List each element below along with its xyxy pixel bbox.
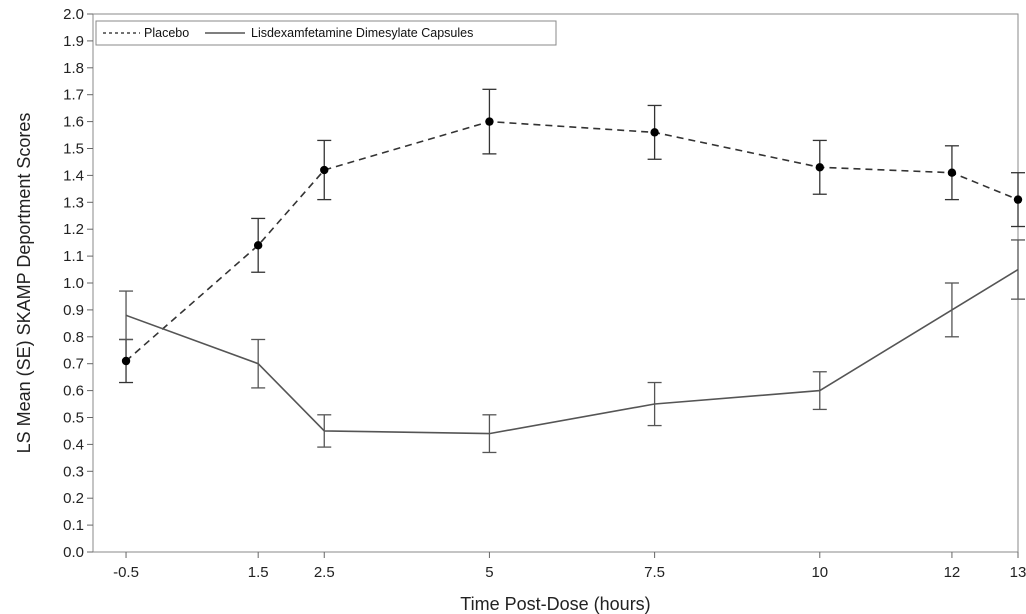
series-placebo (119, 88, 1025, 384)
y-tick-label: 0.1 (63, 517, 84, 534)
y-tick-label: 1.0 (63, 275, 84, 292)
series-lisdexamfetamine (119, 239, 1025, 454)
data-point-placebo (650, 128, 659, 137)
x-tick-label: 10 (811, 564, 828, 581)
y-tick-label: 1.2 (63, 221, 84, 238)
y-tick-label: 1.1 (63, 248, 84, 265)
legend: Placebo Lisdexamfetamine Dimesylate Caps… (95, 20, 557, 46)
y-tick-label: 0.3 (63, 463, 84, 480)
y-tick-label: 1.3 (63, 194, 84, 211)
legend-label-placebo: Placebo (144, 26, 189, 40)
y-axis: 0.0 0.1 0.2 0.3 0.4 0.5 0.6 0.7 0.8 0.9 1.0 1.1 1.2 1… (63, 6, 93, 561)
y-tick-label: 0.4 (63, 436, 84, 453)
series-line-placebo (125, 120, 1019, 362)
data-point-placebo (121, 356, 131, 366)
y-tick-label: 0.2 (63, 490, 84, 507)
data-point-placebo (947, 168, 957, 177)
y-tick-label: 1.7 (63, 87, 84, 104)
y-tick-label: 1.8 (63, 60, 84, 77)
y-tick-label: 0.8 (63, 329, 84, 346)
y-tick-label: 0.5 (63, 410, 84, 427)
x-tick-label: 13 (1010, 564, 1026, 581)
y-tick-label: 2.0 (63, 6, 84, 23)
data-point-placebo (1013, 195, 1023, 204)
y-tick-label: 1.9 (63, 33, 84, 50)
legend-box (95, 20, 557, 46)
x-axis: -0.5 1.5 2.5 5 7.5 10 12 13 (113, 552, 1026, 581)
y-tick-label: 1.5 (63, 141, 84, 158)
y-tick-label: 0.7 (63, 356, 84, 373)
x-tick-label: 1.5 (248, 564, 269, 581)
y-tick-label: 0.6 (63, 383, 84, 400)
y-tick-label: 1.6 (63, 114, 84, 131)
data-point-placebo (320, 165, 329, 175)
data-point-placebo (815, 163, 824, 172)
x-axis-title: Time Post-Dose (hours) (460, 594, 650, 614)
series-layer (119, 88, 1025, 454)
y-axis-title: LS Mean (SE) SKAMP Deportment Scores (14, 113, 34, 454)
x-tick-label: 7.5 (644, 564, 665, 581)
data-point-placebo (485, 117, 494, 126)
y-tick-label: 1.4 (63, 167, 84, 184)
x-tick-label: 5 (485, 564, 493, 581)
data-point-placebo (253, 241, 263, 250)
y-tick-label: 0.0 (63, 544, 84, 561)
series-line-lisdexamfetamine (125, 268, 1019, 435)
x-tick-label: 2.5 (314, 564, 335, 581)
x-tick-label: -0.5 (113, 564, 139, 581)
x-tick-label: 12 (944, 564, 961, 581)
y-tick-label: 0.9 (63, 302, 84, 319)
legend-label-lisdexamfetamine: Lisdexamfetamine Dimesylate Capsules (251, 26, 473, 40)
